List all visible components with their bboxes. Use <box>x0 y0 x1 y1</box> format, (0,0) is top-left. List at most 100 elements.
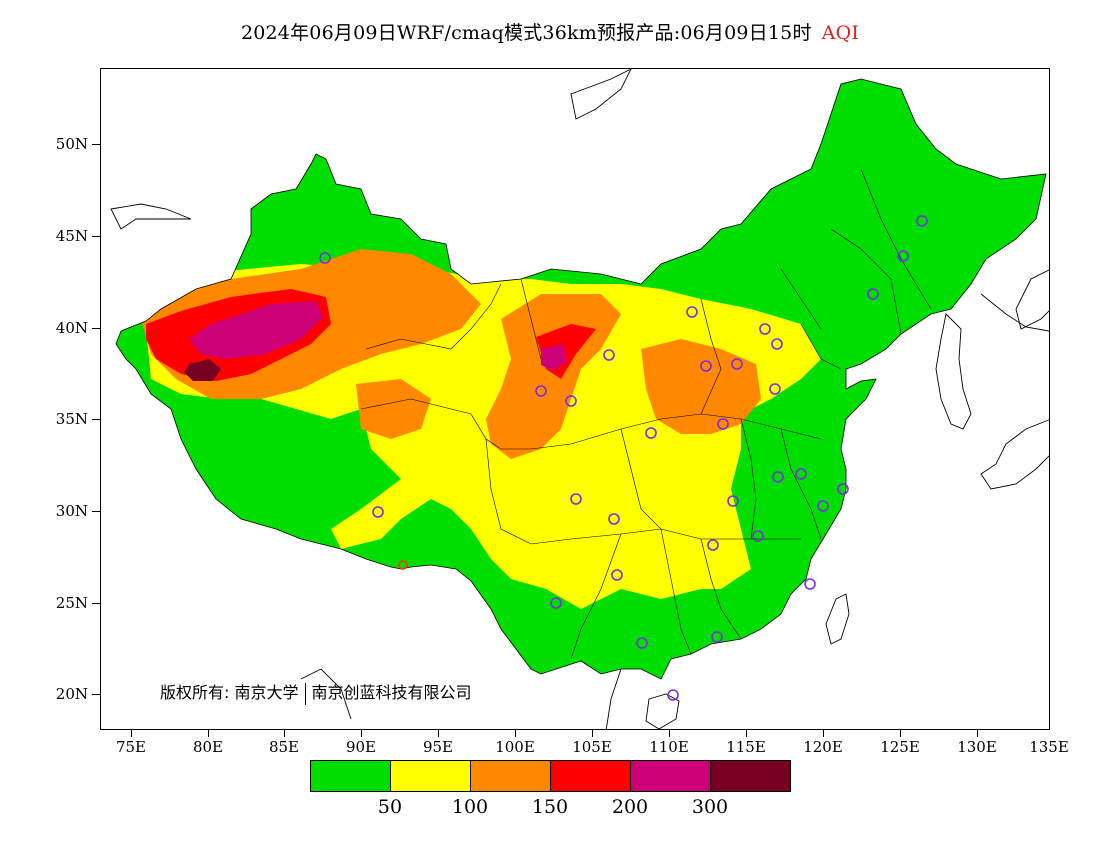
neighbor-coastlines <box>110 69 1049 729</box>
lon-label: 95E <box>422 738 454 756</box>
aqi-legend <box>310 760 791 792</box>
lon-tick <box>592 730 593 737</box>
legend-level: 50 <box>377 796 403 818</box>
station-marker <box>916 215 928 227</box>
station-marker <box>608 513 620 525</box>
station-marker <box>727 495 739 507</box>
lon-tick <box>361 730 362 737</box>
lon-label: 100E <box>495 738 535 756</box>
station-marker <box>867 288 879 300</box>
station-marker <box>795 468 807 480</box>
lon-label: 85E <box>268 738 300 756</box>
station-marker <box>897 250 909 262</box>
station-marker <box>603 349 615 361</box>
station-marker <box>611 569 623 581</box>
station-marker <box>711 631 723 643</box>
lon-tick <box>515 730 516 737</box>
vietnam-coast <box>605 668 622 729</box>
zone-very-unhealthy-2 <box>541 344 567 371</box>
station-marker <box>771 338 783 350</box>
lat-tick <box>92 603 100 604</box>
japan-coast <box>980 419 1049 490</box>
lat-tick <box>92 419 100 420</box>
legend-swatch-good <box>311 761 391 791</box>
lon-label: 115E <box>726 738 766 756</box>
lon-label: 135E <box>1029 738 1069 756</box>
station-marker <box>686 306 698 318</box>
lon-tick <box>900 730 901 737</box>
lon-tick <box>746 730 747 737</box>
lon-tick <box>823 730 824 737</box>
station-marker <box>752 530 764 542</box>
station-marker <box>717 418 729 430</box>
station-marker <box>535 385 547 397</box>
legend-swatch-very-unhealthy <box>631 761 711 791</box>
station-marker <box>731 358 743 370</box>
station-marker <box>707 539 719 551</box>
lat-tick <box>92 144 100 145</box>
legend-level: 150 <box>531 796 569 818</box>
lat-tick <box>92 511 100 512</box>
station-marker <box>817 500 829 512</box>
station-marker <box>700 360 712 372</box>
japan-north <box>1015 269 1049 330</box>
station-marker <box>804 578 816 590</box>
copyright-org-1: 南京大学 <box>234 683 299 702</box>
map-title: 2024年06月09日WRF/cmaq模式36km预报产品:06月09日15时 A… <box>0 18 1100 45</box>
lat-label: 45N <box>55 227 88 245</box>
aqi-map <box>110 69 1049 729</box>
lon-tick <box>669 730 670 737</box>
station-marker <box>550 597 562 609</box>
station-marker <box>636 637 648 649</box>
copyright-divider <box>304 682 306 705</box>
station-marker <box>570 493 582 505</box>
lon-label: 80E <box>192 738 224 756</box>
zone-sensitive-4 <box>356 379 431 439</box>
lat-label: 20N <box>55 685 88 703</box>
lat-label: 25N <box>55 594 88 612</box>
legend-swatch-sensitive <box>471 761 551 791</box>
legend-swatch-unhealthy <box>551 761 631 791</box>
title-metric: AQI <box>821 22 860 44</box>
copyright-org-2: 南京创蓝科技有限公司 <box>311 683 472 702</box>
sakhalin <box>570 69 632 120</box>
station-marker <box>759 323 771 335</box>
lon-tick <box>131 730 132 737</box>
legend-swatch-hazardous <box>711 761 790 791</box>
lon-tick <box>438 730 439 737</box>
lat-tick <box>92 328 100 329</box>
zone-very-unhealthy <box>189 301 323 359</box>
lat-label: 35N <box>55 410 88 428</box>
copyright-label: 版权所有: <box>160 683 230 702</box>
legend-level: 300 <box>691 796 729 818</box>
station-marker <box>772 471 784 483</box>
station-marker <box>667 689 679 701</box>
station-marker <box>319 252 331 264</box>
zone-sensitive-3 <box>641 339 761 434</box>
lon-label: 105E <box>572 738 612 756</box>
zone-hazardous <box>184 359 221 381</box>
lon-tick <box>284 730 285 737</box>
legend-level: 100 <box>451 796 489 818</box>
taiwan-island <box>825 593 850 645</box>
lat-label: 50N <box>55 135 88 153</box>
title-main: 2024年06月09日WRF/cmaq模式36km预报产品:06月09日15时 <box>240 22 812 44</box>
lat-label: 40N <box>55 319 88 337</box>
hainan-island <box>645 693 680 729</box>
lon-tick <box>208 730 209 737</box>
lat-label: 30N <box>55 502 88 520</box>
lon-label: 130E <box>957 738 997 756</box>
station-marker <box>398 560 408 570</box>
station-marker <box>645 427 657 439</box>
copyright-notice: 版权所有: 南京大学 南京创蓝科技有限公司 <box>160 679 472 705</box>
legend-swatch-moderate <box>391 761 471 791</box>
lat-tick <box>92 694 100 695</box>
caspian-edge <box>110 203 192 230</box>
lon-label: 110E <box>649 738 689 756</box>
station-marker <box>565 395 577 407</box>
map-panel <box>100 68 1050 730</box>
lon-label: 120E <box>803 738 843 756</box>
station-marker <box>837 483 849 495</box>
lon-tick <box>977 730 978 737</box>
station-marker <box>372 506 384 518</box>
